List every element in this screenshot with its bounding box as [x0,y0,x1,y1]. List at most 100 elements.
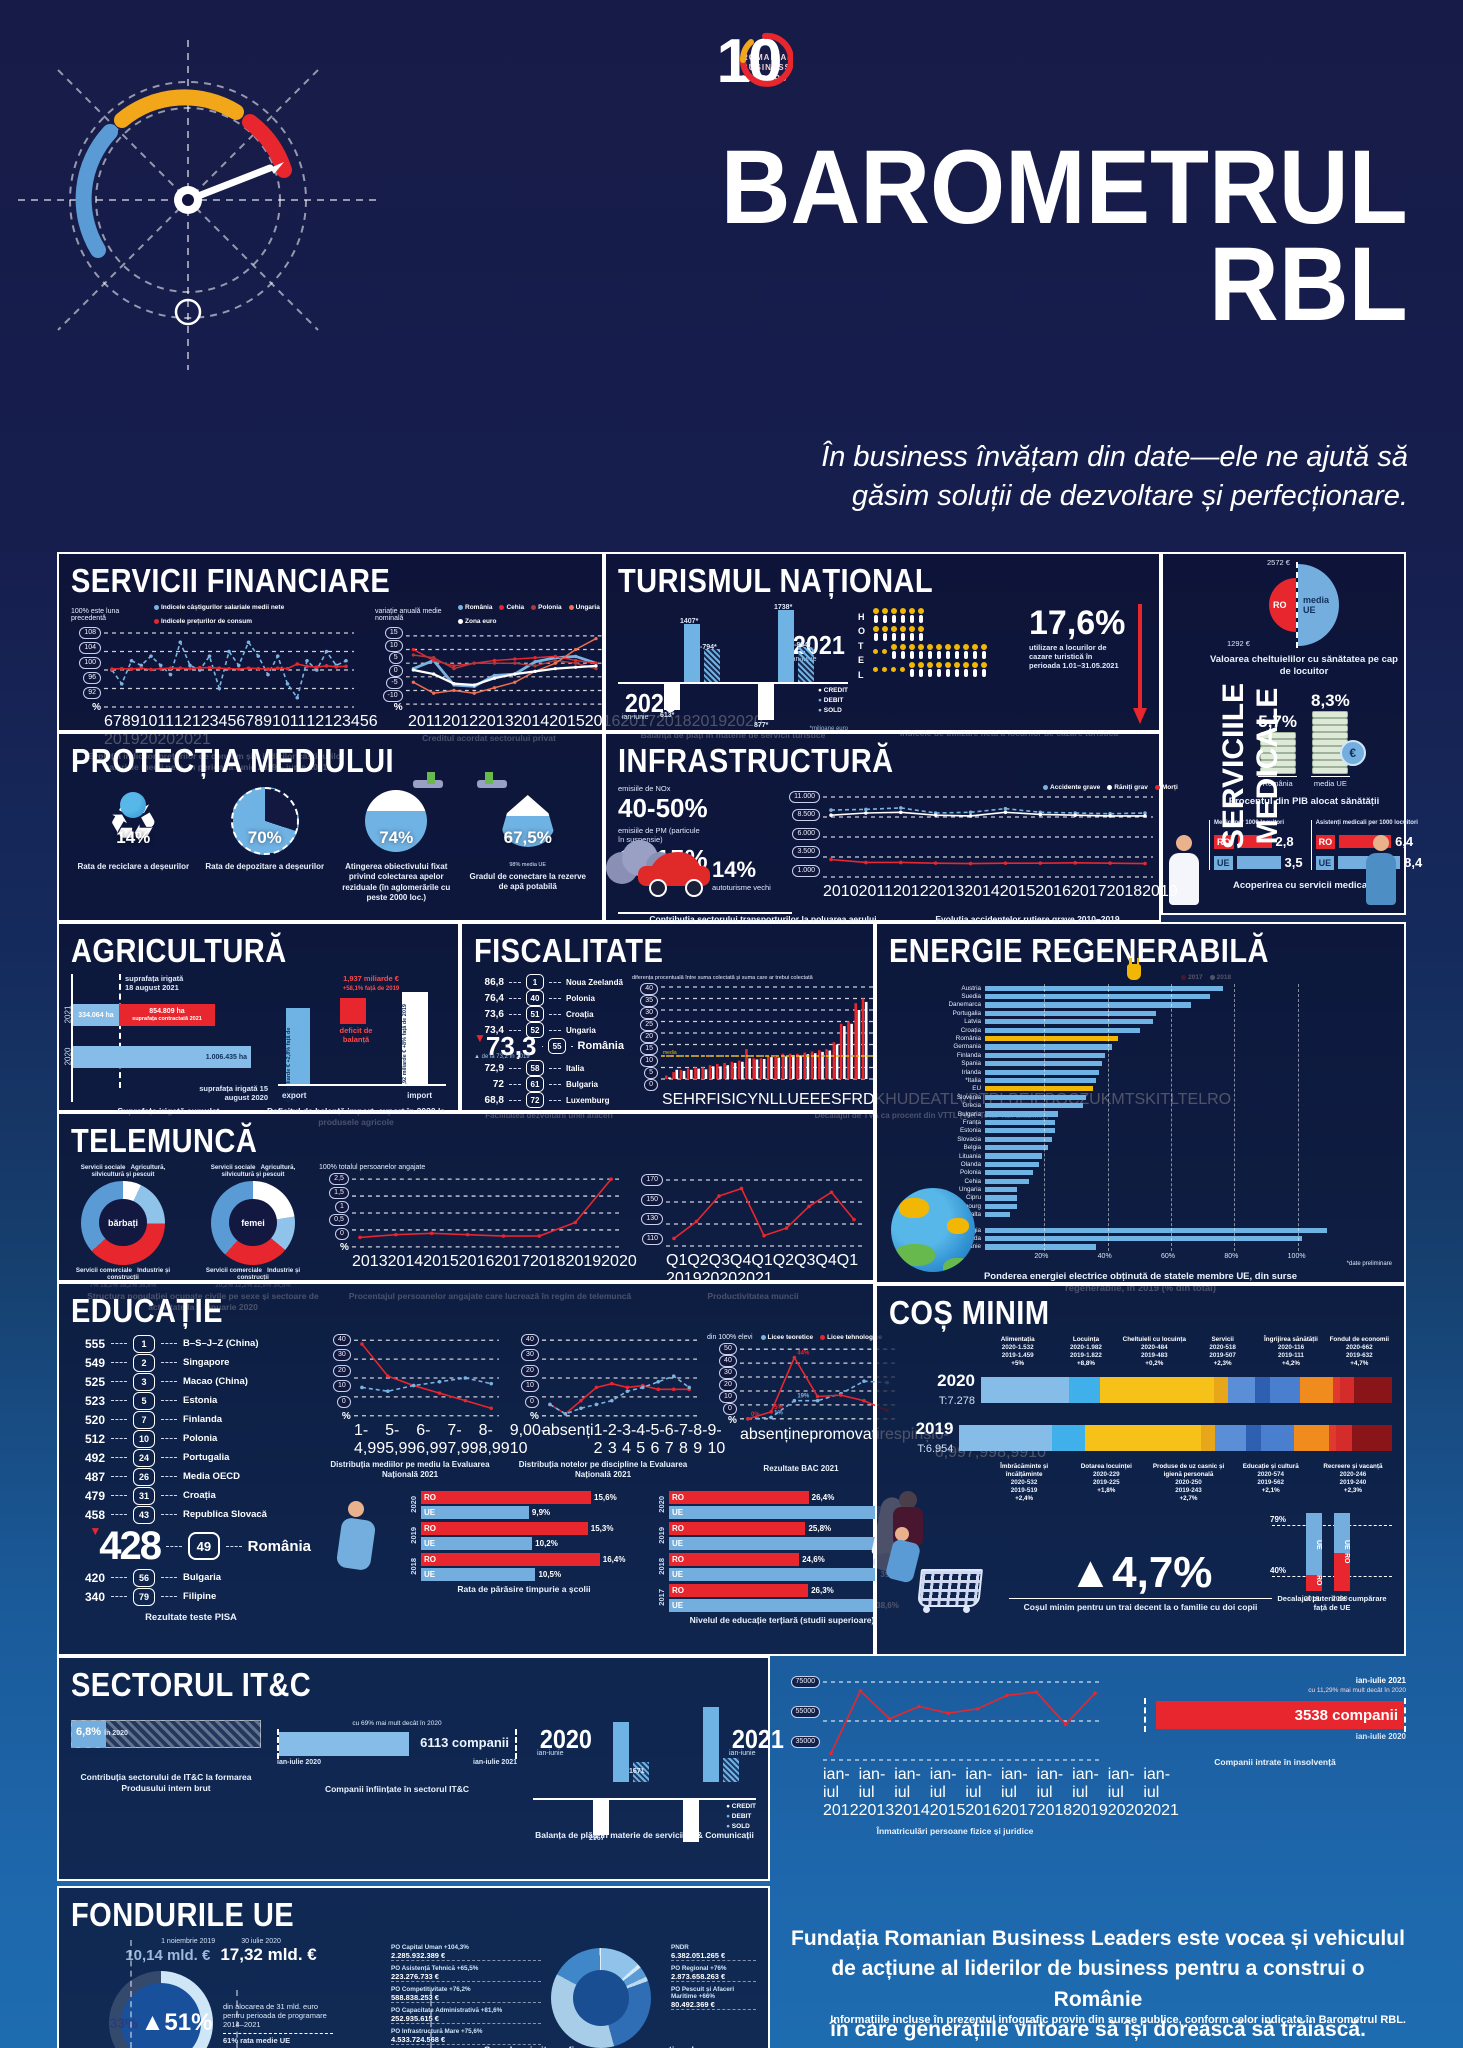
x-tick: SI [720,1091,736,1108]
ranking-row: 76,4 40 Polonia [474,990,624,1006]
bar: RO [669,1521,806,1535]
country-label: Irlanda [961,1068,981,1076]
pct-new: ▲51% [140,2009,213,2036]
legend-item: România [458,604,492,611]
coverage-title: Medici per 1000 locuitori [1214,820,1285,827]
value-ro: 1292 € [1227,639,1250,648]
people-row [871,644,1021,662]
bar [985,993,1210,1000]
x-tick: 2014 [964,883,1000,900]
category-label: Dotarea locuinței 2020-229 2019-225 +1,8% [1080,1463,1132,1495]
value-ue: 2572 € [1267,558,1290,567]
footer-line: de acțiune al liderilor de business pent… [831,1957,1365,2011]
chart-caption: Procentul din PIB alocat sănătății [1228,795,1380,807]
section-title: SECTORUL IT&C [71,1666,312,1703]
x-tick: ian-iul 2021 [1143,1766,1179,1819]
footer-statement: Fundația Romanian Business Leaders este … [790,1924,1406,2046]
y-tick: 20 [521,1364,539,1377]
x-tick: 8-9 [693,1422,708,1457]
person-icon [952,644,961,659]
bar-value: 15,3% [590,1523,614,1533]
bar-credit [613,1722,629,1782]
x-tick: 6 [236,713,246,730]
coin [1312,711,1349,718]
bar-value: 334.064 ha [78,1011,114,1019]
bar-value: 2967 [589,1835,605,1842]
bar [985,1235,1302,1242]
x-tick: nepromovați [791,1426,880,1443]
bar-value: 15,6% [594,1492,617,1502]
x-tick: 12 [306,713,325,730]
cos-labels-top: Alimentația 2020-1.532 2019-1.459 +5% Locuin… [985,1336,1392,1367]
x-tick: ian-iul 2014 [894,1766,930,1819]
baseline [618,682,848,684]
year-label: 2020 [409,1496,418,1514]
legend: ● CREDIT ● DEBIT ● SOLD [818,687,848,714]
x-label: ian-iulie 2021 [473,1759,517,1766]
bar [985,1244,1096,1250]
x-tick: 2011 [408,713,443,730]
bar: RO [669,1490,809,1504]
programs-left: PO Capital Uman +104,3% 2.285.932.389 € PO… [391,1944,541,2048]
mediu-item: 74% Atingerea obiectivului fixat privind … [334,772,459,904]
ranking-row: 68,8 72 Luxemburg [474,1092,624,1108]
rbl-anniversary-logo: 10 ROMANIAN BUSINESS LEADERS [668,26,828,96]
panel-protectia-mediului: PROTECȚIA MEDIULUI ♻ 14% Rata de reciclare… [57,732,604,922]
bar-value: 854.809 ha [149,1007,185,1015]
panel-cos-minim: COȘ MINIM Alimentația 2020-1.532 2019-1.45… [875,1284,1406,1656]
category-label: Fondul de economii 2020-662 2019-632 +4,7% [1329,1336,1390,1367]
svg-text:5%: 5% [774,1405,783,1411]
svg-text:0%: 0% [751,1412,760,1418]
y-tick: 96 [83,672,101,684]
country-label: *Italia [965,1076,981,1084]
pisa-row: 555 1 B–S–J–Z (China) [84,1334,259,1353]
bar-sold [723,1758,739,1782]
x-tick: 9 [263,713,272,730]
medici-ue: 3,5 [1284,855,1303,871]
country-label: Bulgaria [957,1110,981,1118]
bar-value: 1671 [629,1768,645,1775]
pisa-row: 458 43 Republica Slovacă [84,1505,267,1524]
y-tick: 35 [640,995,658,1007]
energy-bar-row: Malta [889,1211,1392,1219]
country-label: Grecia [962,1102,981,1110]
country-label: Franța [962,1118,981,1126]
chart-caption: Nivelul de educație terțiară (studii sup… [689,1614,875,1625]
category-label: Îmbrăcăminte și încălțăminte 2020-532 2019… [1000,1463,1049,1502]
chart-parasire-scoala: 2020 RO 15,6% UE 9,9% 2019 RO 15,3% UE 10,2% 2018 R… [409,1490,639,1581]
bar-value: 24,6% [802,1554,825,1564]
bar-row: UE 10,5% [421,1567,639,1581]
chart-caption: Companii intrate în insolvență [1214,1757,1336,1767]
y-tick: 0 [335,1228,349,1241]
y-tick: 75000 [790,1676,820,1688]
y-tick: 11.000 [789,791,820,803]
y-tick: 15 [640,1043,658,1055]
bar-sold [704,649,720,682]
y-tick: 50 [719,1343,737,1355]
bar [985,1069,1099,1075]
section-title: EDUCAȚIE [71,1292,223,1329]
x-tick: 1-4,99 [354,1422,386,1457]
person-icon [961,644,970,659]
x-tick: ian-iul 2016 [965,1766,1001,1819]
stat-cos: ▲4,7% [1068,1548,1213,1598]
legend-item: Accidente grave [1043,784,1100,791]
total-label: T:6.954 [917,1443,954,1456]
category-label: Cheltuieli cu locuința 2020-484 2019-483 +0… [1122,1336,1186,1367]
panel-fiscalitate: FISCALITATE 86,8 1 Noua Zeelandă 76,4 40 Polo… [460,922,1231,1120]
person-icon [907,626,916,641]
chart-inmatriculari: 75000 55000 35000 ian-iul 2012 ian-iul 2013 i… [790,1676,1179,1820]
energy-bar-row: Cipru [889,1194,1392,1202]
mediu-item: 67,5% 98% media UE Gradul de conectare la … [465,772,590,904]
old-cars-value: 14% [712,857,757,882]
import-value: 8,92 miliarde € +8% față de 2019 [402,1004,408,1088]
person-icon [889,644,898,659]
x-tick: 2012 [893,883,929,900]
chart-note: din 100% elevi [707,1334,753,1341]
energy-bar-row: Slovacia [889,1135,1392,1143]
x-tick: 2020 [601,1253,637,1270]
bar-row: UE38,6% [669,1598,907,1612]
energy-bar-row: Suedia [889,992,1392,1000]
half-pie-ro: RO [1269,578,1296,632]
